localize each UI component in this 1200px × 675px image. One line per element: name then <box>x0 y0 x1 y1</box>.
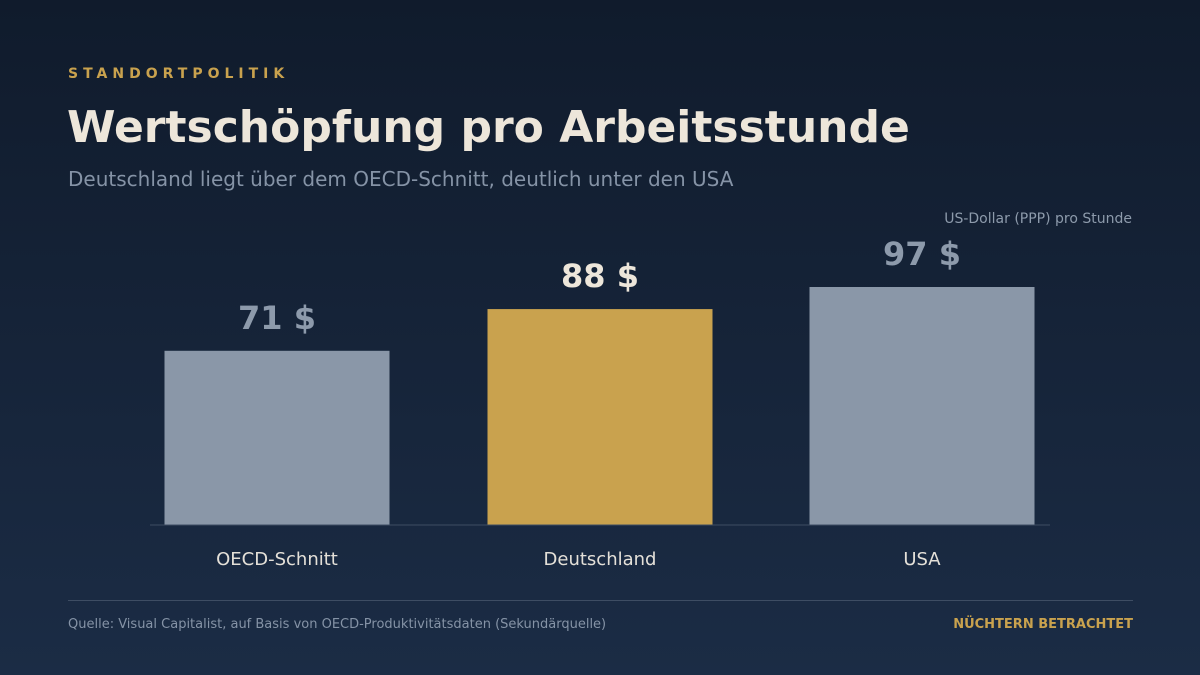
footer-divider <box>68 600 1133 601</box>
kicker-label: STANDORTPOLITIK <box>68 66 290 82</box>
chart-subtitle: Deutschland liegt über dem OECD-Schnitt,… <box>68 167 734 191</box>
chart-title: Wertschöpfung pro Arbeitsstunde <box>67 102 910 153</box>
brand-label: NÜCHTERN BETRACHTET <box>953 617 1133 632</box>
category-label: OECD-Schnitt <box>216 549 338 570</box>
value-label: 71 $ <box>238 299 316 337</box>
source-note: Quelle: Visual Capitalist, auf Basis von… <box>68 617 607 632</box>
category-label: USA <box>903 549 941 570</box>
value-label: 97 $ <box>883 235 961 273</box>
unit-label: US-Dollar (PPP) pro Stunde <box>944 211 1132 227</box>
value-label: 88 $ <box>561 257 639 295</box>
bar-group: 71 $ OECD-Schnitt 88 $ Deutschland 97 $ USA <box>164 235 1035 570</box>
bar-usa <box>809 287 1035 525</box>
bar-deutschland <box>487 309 713 525</box>
bar-oecd-schnitt <box>164 350 390 525</box>
category-label: Deutschland <box>544 549 657 570</box>
